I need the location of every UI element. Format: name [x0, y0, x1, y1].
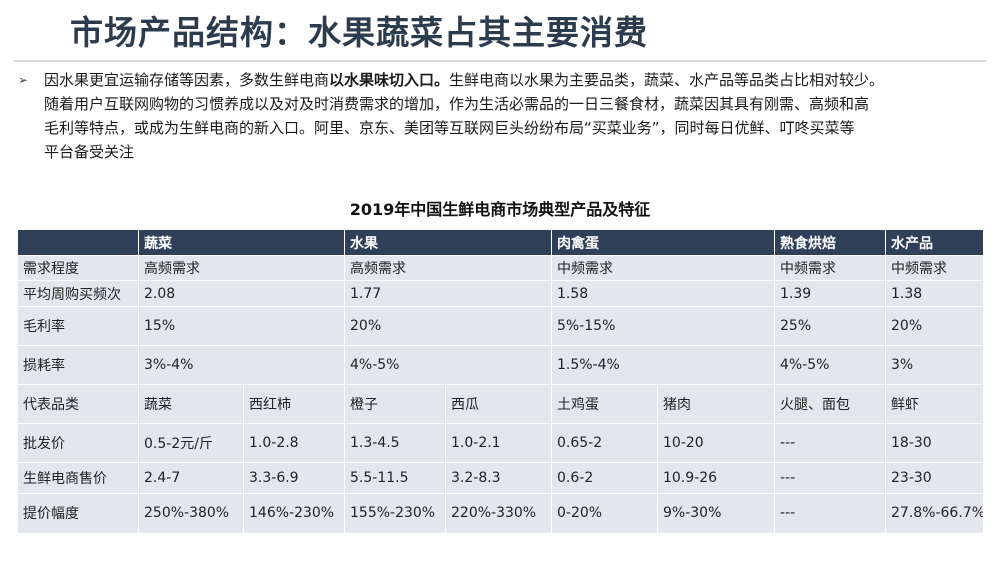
table-row: 损耗率 3%-4% 4%-5% 1.5%-4% 4%-5% 3% — [17, 345, 983, 385]
table-cell: 0.65-2 — [551, 423, 658, 463]
table-cell: 18-30 — [885, 423, 983, 463]
row-label: 生鲜电商售价 — [17, 462, 139, 494]
table-cell: --- — [774, 423, 886, 463]
table-cell: 土鸡蛋 — [551, 384, 658, 424]
table-cell: 20% — [344, 306, 552, 346]
table-cell: 0.5-2元/斤 — [138, 423, 244, 463]
table-title: 2019年中国生鲜电商市场典型产品及特征 — [349, 200, 651, 219]
table-cell: 猪肉 — [657, 384, 775, 424]
table-cell: --- — [774, 493, 886, 533]
table-cell: 中频需求 — [885, 255, 983, 281]
table-cell: 146%-230% — [243, 493, 345, 533]
header-cell-blank — [17, 229, 139, 256]
table-cell: 155%-230% — [344, 493, 446, 533]
intro-line-3: 毛利等特点，或成为生鲜电商的新入口。阿里、京东、美团等互联网巨头纷纷布局“买菜业… — [44, 119, 855, 137]
table-cell: 橙子 — [344, 384, 446, 424]
table-cell: 3.2-8.3 — [445, 462, 552, 494]
table-cell: 10.9-26 — [657, 462, 775, 494]
row-label: 平均周购买频次 — [17, 280, 139, 307]
header-cell-seafood: 水产品 — [885, 229, 983, 256]
table-cell: 中频需求 — [774, 255, 886, 281]
table-cell: 1.3-4.5 — [344, 423, 446, 463]
table-cell: 27.8%-66.7% — [885, 493, 983, 533]
table-cell: 250%-380% — [138, 493, 244, 533]
table-cell: 220%-330% — [445, 493, 552, 533]
table-cell: 1.0-2.8 — [243, 423, 345, 463]
table-cell: 2.4-7 — [138, 462, 244, 494]
table-row: 批发价 0.5-2元/斤 1.0-2.8 1.3-4.5 1.0-2.1 0.6… — [17, 423, 983, 463]
table-cell: 4%-5% — [774, 345, 886, 385]
header-cell-fruit: 水果 — [344, 229, 552, 256]
table-cell: 西红柿 — [243, 384, 345, 424]
table-cell: 西瓜 — [445, 384, 552, 424]
intro-text-1-bold: 以水果味切入口。 — [329, 71, 450, 89]
table-row: 代表品类 蔬菜 西红柿 橙子 西瓜 土鸡蛋 猪肉 火腿、面包 鲜虾 — [17, 384, 983, 424]
table-cell: 1.77 — [344, 280, 552, 307]
table-cell: 20% — [885, 306, 983, 346]
table-cell: 3%-4% — [138, 345, 345, 385]
table-cell: 1.39 — [774, 280, 886, 307]
table-cell: 0-20% — [551, 493, 658, 533]
header-cell-vegetables: 蔬菜 — [138, 229, 345, 256]
header-cell-deli-bakery: 熟食烘焙 — [774, 229, 886, 256]
table-cell: 高频需求 — [344, 255, 552, 281]
table-cell: 3.3-6.9 — [243, 462, 345, 494]
table-row: 生鲜电商售价 2.4-7 3.3-6.9 5.5-11.5 3.2-8.3 0.… — [17, 462, 983, 494]
table-cell: 高频需求 — [138, 255, 345, 281]
header-cell-meat-eggs: 肉禽蛋 — [551, 229, 775, 256]
table-row: 需求程度 高频需求 高频需求 中频需求 中频需求 中频需求 — [17, 255, 983, 281]
row-label: 提价幅度 — [17, 493, 139, 533]
table-cell: 4%-5% — [344, 345, 552, 385]
table-cell: 5.5-11.5 — [344, 462, 446, 494]
table-cell: 火腿、面包 — [774, 384, 886, 424]
table-cell: 1.5%-4% — [551, 345, 775, 385]
table-cell: 15% — [138, 306, 345, 346]
table-row: 提价幅度 250%-380% 146%-230% 155%-230% 220%-… — [17, 493, 983, 533]
product-feature-table: 蔬菜 水果 肉禽蛋 熟食烘焙 水产品 需求程度 高频需求 高频需求 中频需求 中… — [17, 229, 983, 533]
title-divider — [14, 60, 986, 62]
table-cell: 1.0-2.1 — [445, 423, 552, 463]
table-cell: 鲜虾 — [885, 384, 983, 424]
intro-line-4: 平台备受关注 — [44, 143, 135, 161]
table-cell: 2.08 — [138, 280, 345, 307]
row-label: 毛利率 — [17, 306, 139, 346]
table-cell: 蔬菜 — [138, 384, 244, 424]
page-title: 市场产品结构：水果蔬菜占其主要消费 — [70, 13, 648, 52]
table-cell: 1.58 — [551, 280, 775, 307]
row-label: 需求程度 — [17, 255, 139, 281]
intro-line-2: 随着用户互联网购物的习惯养成以及对及时消费需求的增加，作为生活必需品的一日三餐食… — [44, 95, 870, 113]
table-cell: 9%-30% — [657, 493, 775, 533]
intro-paragraph: ➢ 因水果更宜运输存储等因素，多数生鲜电商以水果味切入口。生鲜电商以水果为主要品类… — [18, 68, 986, 164]
arrow-bullet-icon: ➢ — [18, 73, 29, 87]
intro-text-1a: 因水果更宜运输存储等因素，多数生鲜电商 — [44, 71, 330, 89]
table-cell: 23-30 — [885, 462, 983, 494]
row-label: 代表品类 — [17, 384, 139, 424]
table-cell: 3% — [885, 345, 983, 385]
row-label: 损耗率 — [17, 345, 139, 385]
table-header-row: 蔬菜 水果 肉禽蛋 熟食烘焙 水产品 — [17, 229, 983, 256]
table-cell: --- — [774, 462, 886, 494]
table-cell: 0.6-2 — [551, 462, 658, 494]
row-label: 批发价 — [17, 423, 139, 463]
intro-text-1b: 生鲜电商以水果为主要品类，蔬菜、水产品等品类占比相对较少。 — [449, 71, 885, 89]
table-cell: 10-20 — [657, 423, 775, 463]
table-cell: 1.38 — [885, 280, 983, 307]
table-cell: 中频需求 — [551, 255, 775, 281]
table-cell: 25% — [774, 306, 886, 346]
table-cell: 5%-15% — [551, 306, 775, 346]
table-row: 平均周购买频次 2.08 1.77 1.58 1.39 1.38 — [17, 280, 983, 307]
intro-line-1: ➢ 因水果更宜运输存储等因素，多数生鲜电商以水果味切入口。生鲜电商以水果为主要品类… — [18, 68, 986, 92]
table-row: 毛利率 15% 20% 5%-15% 25% 20% — [17, 306, 983, 346]
